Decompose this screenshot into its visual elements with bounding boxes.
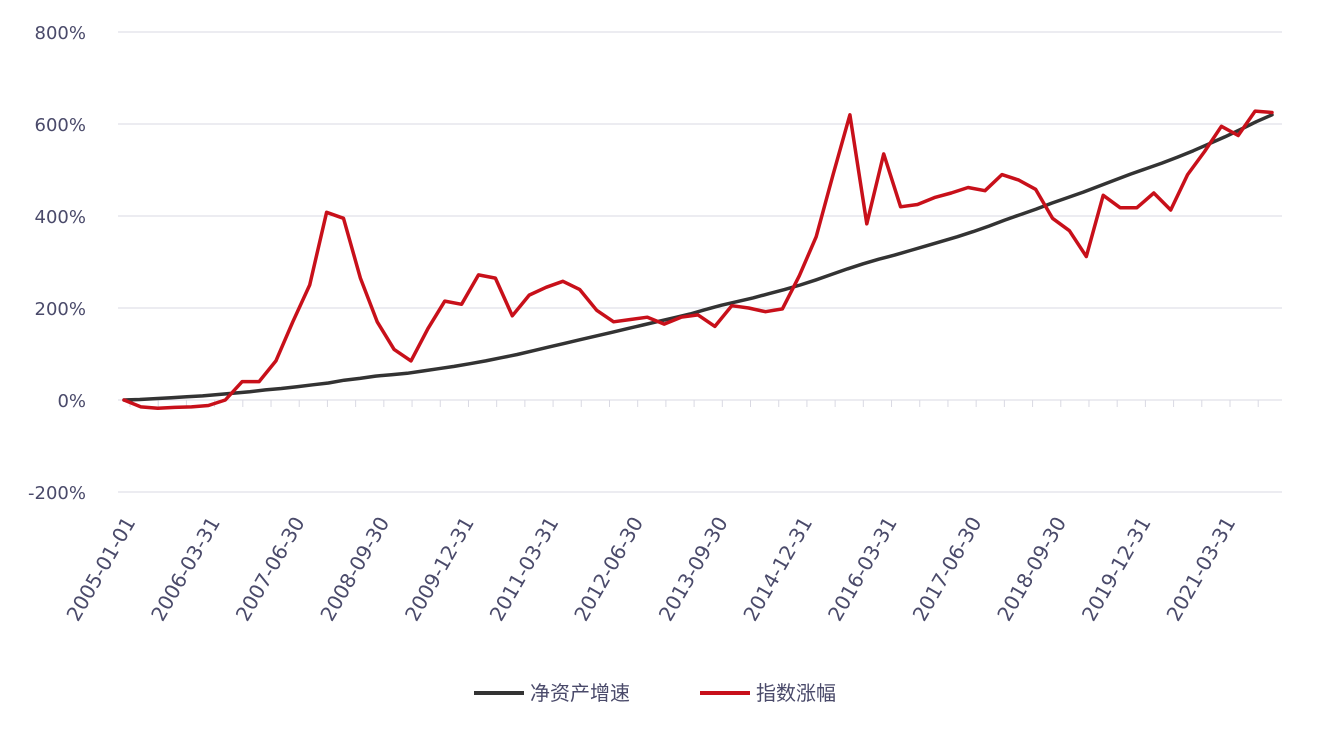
y-tick-label: 400% bbox=[35, 207, 86, 228]
x-tick-label: 2006-03-31 bbox=[146, 513, 225, 626]
series-lines bbox=[122, 109, 1274, 411]
x-tick-label: 2016-03-31 bbox=[823, 513, 902, 626]
x-tick-label: 2005-01-01 bbox=[61, 513, 140, 626]
x-axis: 2005-01-01 2006-03-31 2007-06-30 2008-09-30… bbox=[61, 399, 1282, 626]
x-tick-label: 2013-09-30 bbox=[654, 513, 733, 626]
x-tick-label: 2014-12-31 bbox=[738, 513, 817, 626]
x-tick-label: 2017-06-30 bbox=[908, 512, 987, 625]
series-line-net-asset-growth bbox=[122, 113, 1274, 402]
x-tick-label: 2018-09-30 bbox=[992, 513, 1071, 626]
x-tick-label: 2011-03-31 bbox=[485, 513, 564, 626]
y-tick-label: 600% bbox=[35, 115, 86, 136]
legend: 净资产增速 指数涨幅 bbox=[474, 681, 836, 705]
x-tick-label: 2012-06-30 bbox=[569, 513, 648, 626]
x-tick-label: 2007-06-30 bbox=[231, 513, 310, 626]
legend-label-net-asset-growth: 净资产增速 bbox=[530, 681, 630, 705]
x-tick-label: 2009-12-31 bbox=[400, 513, 479, 626]
series-line-index-change bbox=[122, 109, 1274, 411]
y-axis-tick-labels: -200% 0% 200% 400% 600% 800% bbox=[28, 23, 86, 504]
x-tick-label: 2021-03-31 bbox=[1161, 513, 1240, 626]
y-tick-label: 0% bbox=[57, 391, 86, 412]
x-tick-label: 2008-09-30 bbox=[315, 513, 394, 626]
legend-label-index-change: 指数涨幅 bbox=[756, 681, 836, 705]
grid bbox=[118, 31, 1282, 493]
x-tick-label: 2019-12-31 bbox=[1077, 513, 1156, 626]
y-tick-label: -200% bbox=[28, 483, 86, 504]
y-tick-label: 800% bbox=[35, 23, 86, 44]
y-tick-label: 200% bbox=[35, 299, 86, 320]
